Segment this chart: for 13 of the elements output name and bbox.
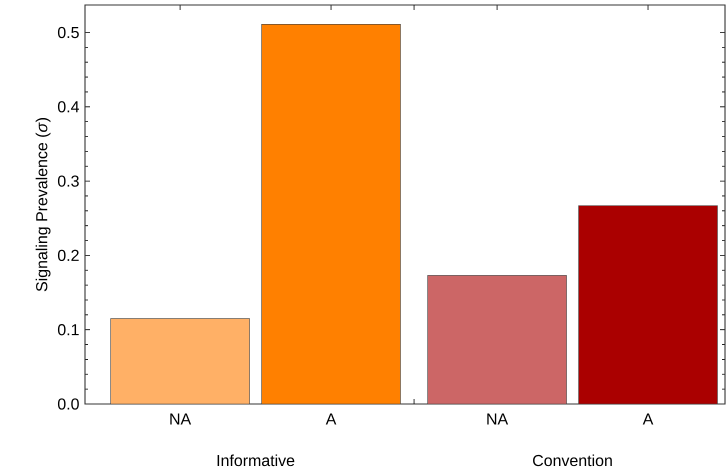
y-tick-label: 0.4 bbox=[58, 101, 80, 112]
x-tick-label: NA bbox=[487, 414, 508, 424]
x-tick-label: A bbox=[642, 414, 654, 424]
y-axis-title: Signaling Prevalence (σ) bbox=[36, 118, 51, 292]
x-tick-label: NA bbox=[170, 414, 192, 424]
x-tick-label: A bbox=[326, 414, 336, 424]
y-tick-label: 0.5 bbox=[58, 26, 79, 38]
y-tick-label: 0.2 bbox=[58, 250, 79, 262]
y-tick-label: 0.3 bbox=[58, 175, 79, 187]
text: Informative bbox=[218, 454, 294, 466]
y-tick-label: 0.1 bbox=[58, 324, 79, 336]
y-tick-label: 0.0 bbox=[58, 398, 79, 410]
text: Convention bbox=[533, 454, 612, 466]
